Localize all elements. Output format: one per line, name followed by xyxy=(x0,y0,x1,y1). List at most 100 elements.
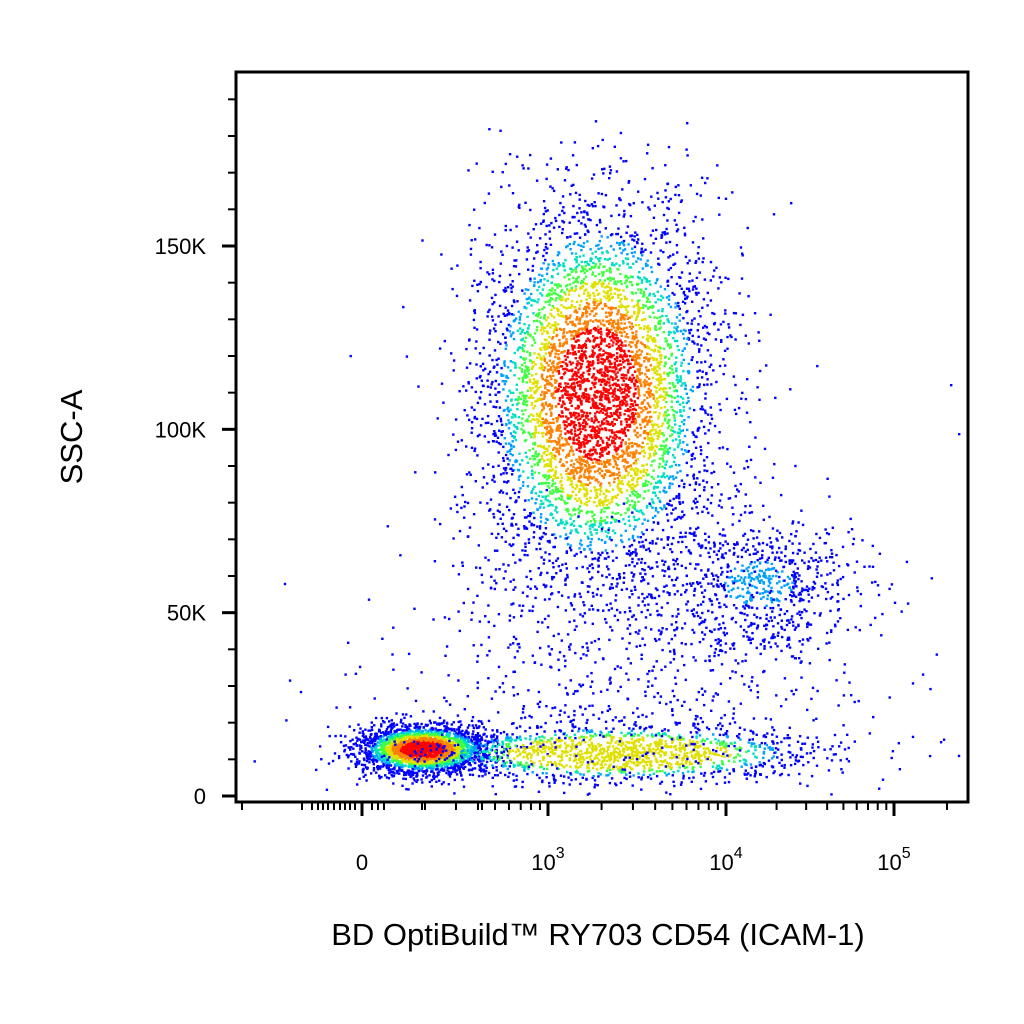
event-dot xyxy=(485,735,488,738)
event-dot xyxy=(642,764,645,768)
event-dot xyxy=(602,752,605,755)
event-dot xyxy=(658,764,661,767)
event-dot xyxy=(428,741,432,745)
event-dot xyxy=(631,754,634,757)
event-dot xyxy=(493,733,496,736)
event-dot xyxy=(387,766,390,769)
event-dot xyxy=(575,743,579,746)
event-dot xyxy=(475,744,478,748)
event-dot xyxy=(529,208,532,212)
event-dot xyxy=(780,753,783,756)
event-dot xyxy=(817,746,820,749)
event-dot xyxy=(393,768,396,771)
event-dot xyxy=(665,761,669,764)
event-dot xyxy=(445,751,448,755)
event-dot xyxy=(630,748,633,752)
event-dot xyxy=(616,740,619,743)
event-dot xyxy=(436,723,439,726)
event-dot xyxy=(427,730,430,733)
event-dot xyxy=(554,355,557,359)
event-dot xyxy=(648,744,651,748)
event-dot xyxy=(413,744,416,747)
event-dot xyxy=(396,759,400,763)
event-dot xyxy=(484,728,487,731)
event-dot xyxy=(608,745,611,748)
event-dot xyxy=(558,264,562,267)
event-dot xyxy=(579,756,582,759)
event-dot xyxy=(447,758,450,762)
event-dot xyxy=(397,734,400,738)
event-dot xyxy=(438,740,441,743)
event-dot xyxy=(657,322,660,325)
event-dot xyxy=(652,242,655,245)
event-dot xyxy=(508,750,512,753)
event-dot xyxy=(496,774,499,777)
event-dot xyxy=(534,737,538,740)
event-dot xyxy=(572,441,575,445)
event-dot xyxy=(420,737,424,740)
event-dot xyxy=(507,742,511,746)
event-dot xyxy=(385,742,389,745)
event-dot xyxy=(432,777,436,780)
event-dot xyxy=(640,760,643,764)
event-dot xyxy=(634,525,637,528)
event-dot xyxy=(634,412,637,415)
event-dot xyxy=(678,748,681,751)
event-dot xyxy=(375,759,379,763)
event-dot xyxy=(420,742,423,745)
event-dot xyxy=(398,764,402,767)
event-dot xyxy=(657,309,660,312)
event-dot xyxy=(471,750,475,754)
event-dot xyxy=(450,744,453,747)
event-dot xyxy=(612,767,615,770)
event-dot xyxy=(462,385,465,388)
event-dot xyxy=(440,782,444,786)
event-dot xyxy=(725,730,729,733)
event-dot xyxy=(794,759,798,762)
event-dot xyxy=(531,344,534,347)
event-dot xyxy=(370,721,373,724)
event-dot xyxy=(657,766,660,770)
event-dot xyxy=(541,772,544,775)
event-dot xyxy=(355,763,359,766)
event-dot xyxy=(391,742,395,745)
event-dot xyxy=(419,762,423,765)
event-dot xyxy=(514,739,518,742)
event-dot xyxy=(595,343,598,346)
event-dot xyxy=(691,770,694,774)
event-dot xyxy=(652,772,655,775)
event-dot xyxy=(480,763,483,766)
event-dot xyxy=(415,740,418,744)
event-dot xyxy=(549,740,552,743)
event-dot xyxy=(378,758,381,761)
event-dot xyxy=(448,766,452,770)
event-dot xyxy=(519,327,522,330)
event-dot xyxy=(517,496,520,499)
event-dot xyxy=(413,767,417,771)
event-dot xyxy=(595,734,598,737)
event-dot xyxy=(635,451,638,455)
event-dot xyxy=(560,479,563,483)
event-dot xyxy=(364,749,367,752)
event-dot xyxy=(512,488,515,491)
event-dot xyxy=(445,771,448,775)
event-dot xyxy=(348,725,351,728)
event-dot xyxy=(599,751,603,754)
event-dot xyxy=(727,759,731,763)
event-dot xyxy=(428,759,432,763)
event-dot xyxy=(379,748,382,751)
event-dot xyxy=(458,742,461,745)
event-dot xyxy=(412,777,415,780)
event-dot xyxy=(589,761,592,764)
event-dot xyxy=(371,744,375,747)
event-dot xyxy=(711,775,715,779)
event-dot xyxy=(455,752,459,755)
event-dot xyxy=(530,491,533,494)
event-dot xyxy=(417,740,420,744)
event-dot xyxy=(453,760,457,763)
event-dot xyxy=(502,730,506,734)
event-dot xyxy=(405,761,408,764)
event-dot xyxy=(585,497,589,500)
event-dot xyxy=(401,722,405,725)
event-dot xyxy=(567,472,570,475)
